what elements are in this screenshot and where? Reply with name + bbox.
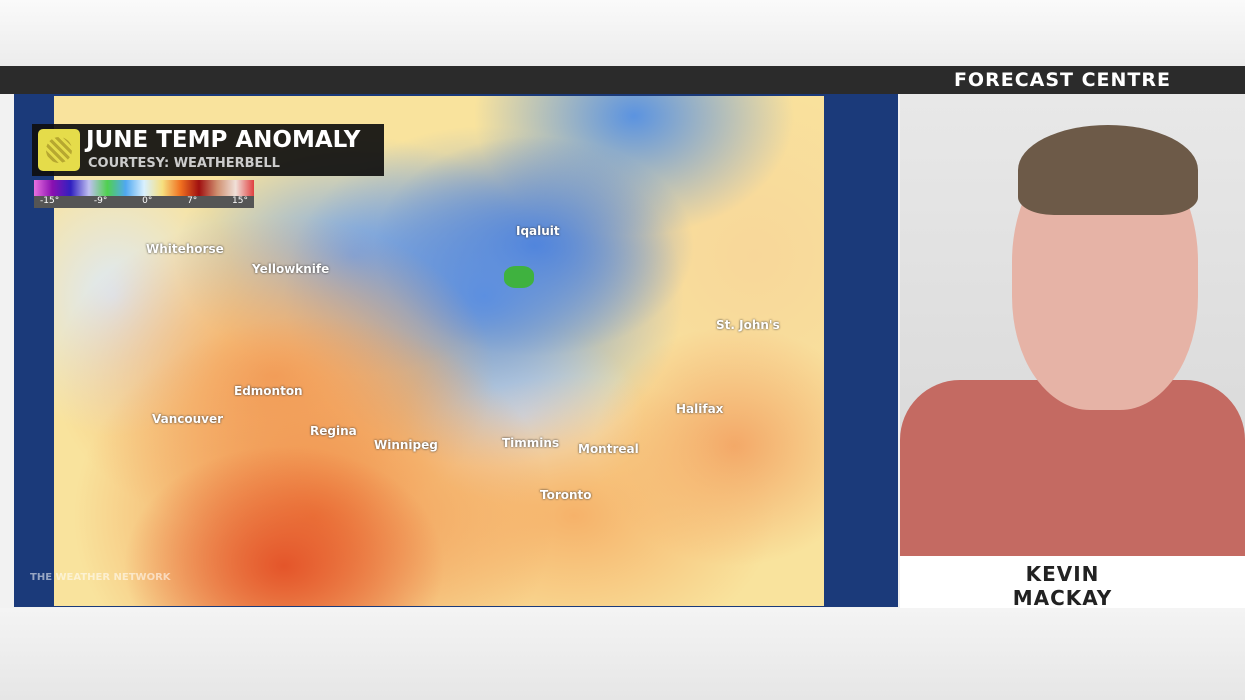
city-label: Iqaluit xyxy=(516,224,560,238)
name-lower-third: KEVIN MACKAY METEOROLOGIST xyxy=(900,556,1245,628)
legend-color-bar xyxy=(34,180,254,196)
anomaly-spot xyxy=(504,266,534,288)
legend-label: 7° xyxy=(187,196,198,206)
presenter-hair xyxy=(1018,125,1198,215)
map-title: JUNE TEMP ANOMALY xyxy=(86,127,361,153)
city-label: St. John's xyxy=(716,318,780,332)
city-label: Regina xyxy=(310,424,357,438)
city-label: Montreal xyxy=(578,442,639,456)
map-credit: COURTESY: WEATHERBELL xyxy=(88,156,280,171)
weather-logo-icon xyxy=(38,129,80,171)
city-label: Timmins xyxy=(502,436,560,450)
bottom-band xyxy=(0,608,1245,700)
legend-label: 0° xyxy=(142,196,153,206)
top-band xyxy=(0,0,1245,66)
city-label: Edmonton xyxy=(234,384,303,398)
city-label: Yellowknife xyxy=(252,262,330,276)
city-label: Halifax xyxy=(676,402,724,416)
legend-label: 15° xyxy=(232,196,248,206)
city-label: Whitehorse xyxy=(146,242,224,256)
city-label: Toronto xyxy=(540,488,592,502)
city-label: Vancouver xyxy=(152,412,224,426)
legend-label: -15° xyxy=(40,196,60,206)
legend-label: -9° xyxy=(93,196,108,206)
watermark: THE WEATHER NETWORK xyxy=(30,572,171,583)
header-bar xyxy=(0,66,1245,94)
map-title-card: JUNE TEMP ANOMALY COURTESY: WEATHERBELL xyxy=(32,124,384,176)
show-title: FORECAST CENTRE xyxy=(953,69,1171,91)
city-label: Winnipeg xyxy=(374,438,438,452)
presenter-name: KEVIN MACKAY xyxy=(1012,562,1113,610)
presenter-shirt xyxy=(900,380,1245,556)
color-legend: -15° -9° 0° 7° 15° xyxy=(34,180,254,208)
